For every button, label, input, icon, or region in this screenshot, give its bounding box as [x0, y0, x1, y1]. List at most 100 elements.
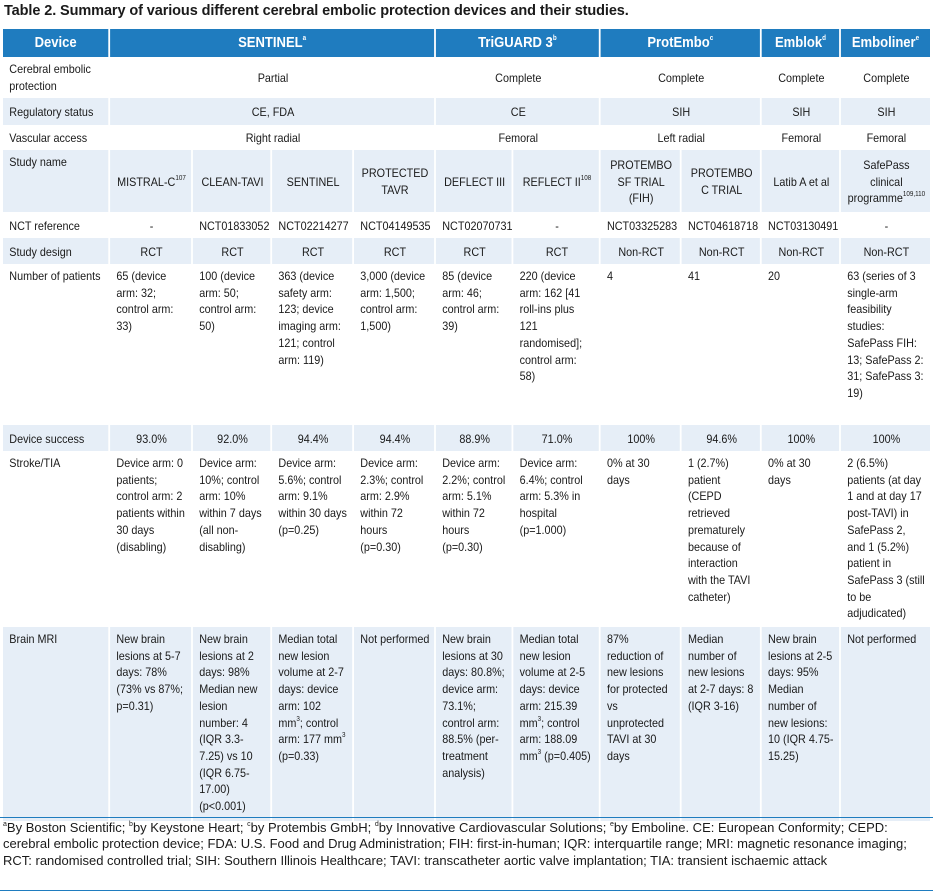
header-protembo: ProtEmboc	[599, 29, 762, 57]
table-cell: 93.0%	[109, 425, 193, 451]
table-cell: 100%	[840, 425, 931, 451]
table-cell: CLEAN-TAVI	[192, 150, 273, 212]
table-cell: 363 (device safety arm: 123; device imag…	[271, 264, 354, 425]
row-design: Study design RCT RCT RCT RCT RCT RCT Non…	[3, 238, 931, 264]
table-cell: DEFLECT III	[435, 150, 514, 212]
table-cell: Complete	[760, 57, 841, 98]
table-cell: 94.4%	[353, 425, 436, 451]
table-cell: 4	[599, 264, 682, 425]
table-cell: CE	[435, 98, 601, 125]
table-cell: Femoral	[840, 125, 931, 150]
table-cell: Partial	[109, 57, 436, 98]
table-cell: Device arm: 2.2%; control arm: 5.1% with…	[435, 451, 514, 627]
row-label: Vascular access	[3, 125, 111, 150]
table-cell: Not performed	[353, 627, 436, 821]
table-cell: RCT	[512, 238, 601, 264]
table-cell: SENTINEL	[271, 150, 354, 212]
device-summary-table: Device SENTINELa TriGUARD 3b ProtEmboc E…	[3, 29, 931, 821]
table-cell: SIH	[840, 98, 931, 125]
table-cell: NCT02070731	[435, 212, 514, 238]
table-cell: 88.9%	[435, 425, 514, 451]
table-cell: 63 (series of 3 single-arm feasibility s…	[840, 264, 931, 425]
row-nct: NCT reference - NCT01833052 NCT02214277 …	[3, 212, 931, 238]
table-header-row: Device SENTINELa TriGUARD 3b ProtEmboc E…	[3, 29, 931, 57]
table-cell: 220 (device arm: 162 [41 roll-ins plus 1…	[512, 264, 601, 425]
table-cell: 100%	[599, 425, 682, 451]
table-cell: PROTEMBO SF TRIAL (FIH)	[599, 150, 682, 212]
header-sentinel: SENTINELa	[109, 29, 436, 57]
table-cell: RCT	[192, 238, 273, 264]
table-cell: Femoral	[435, 125, 601, 150]
table-cell: REFLECT II108	[512, 150, 601, 212]
table-cell: MISTRAL-C107	[109, 150, 193, 212]
row-label: Number of patients	[3, 264, 111, 425]
row-label: Stroke/TIA	[3, 451, 111, 627]
table-cell: Right radial	[109, 125, 436, 150]
table-cell: Device arm: 6.4%; control arm: 5.3% in h…	[512, 451, 601, 627]
table-cell: 0% at 30 days	[760, 451, 841, 627]
row-stroke-tia: Stroke/TIA Device arm: 0 patients; contr…	[3, 451, 931, 627]
table-cell: Latib A et al	[760, 150, 841, 212]
table-cell: 94.6%	[680, 425, 762, 451]
table-footnote: aBy Boston Scientific; bby Keystone Hear…	[3, 820, 907, 868]
table-title: Table 2. Summary of various different ce…	[4, 3, 629, 19]
table-cell: Non-RCT	[840, 238, 931, 264]
row-label: NCT reference	[3, 212, 111, 238]
table-cell: 85 (device arm: 46; control arm: 39)	[435, 264, 514, 425]
table-cell: NCT04149535	[353, 212, 436, 238]
table-cell: RCT	[271, 238, 354, 264]
row-access: Vascular access Right radial Femoral Lef…	[3, 125, 931, 150]
table-cell: Complete	[599, 57, 762, 98]
table-cell: New brain lesions at 2-5 days: 95% Media…	[760, 627, 841, 821]
table-cell: SIH	[599, 98, 762, 125]
table-cell: New brain lesions at 30 days: 80.8%; dev…	[435, 627, 514, 821]
row-study-name: Study name MISTRAL-C107 CLEAN-TAVI SENTI…	[3, 150, 931, 212]
table-cell: 0% at 30 days	[599, 451, 682, 627]
table-cell: Device arm: 10%; control arm: 10% within…	[192, 451, 273, 627]
table-cell: 2 (6.5%) patients (at day 1 and at day 1…	[840, 451, 931, 627]
table-cell: 87% reduction of new lesions for protect…	[599, 627, 682, 821]
row-device-success: Device success 93.0% 92.0% 94.4% 94.4% 8…	[3, 425, 931, 451]
table-cell: 65 (device arm: 32; control arm: 33)	[109, 264, 193, 425]
footnote-divider	[0, 817, 933, 818]
table-cell: New brain lesions at 2 days: 98% Median …	[192, 627, 273, 821]
row-label: Study name	[3, 150, 111, 212]
table-cell: Complete	[435, 57, 601, 98]
header-emboliner: Embolinere	[840, 29, 931, 57]
table-cell: Median total new lesion volume at 2-5 da…	[512, 627, 601, 821]
table-cell: Device arm: 5.6%; control arm: 9.1% with…	[271, 451, 354, 627]
table-cell: NCT01833052	[192, 212, 273, 238]
table-cell: -	[512, 212, 601, 238]
table-cell: 94.4%	[271, 425, 354, 451]
row-label: Cerebral embolic protection	[3, 57, 111, 98]
header-triguard: TriGUARD 3b	[435, 29, 601, 57]
table-cell: Median number of new lesions at 2-7 days…	[680, 627, 762, 821]
table-cell: RCT	[109, 238, 193, 264]
table-cell: New brain lesions at 5-7 days: 78% (73% …	[109, 627, 193, 821]
table-cell: 100 (device arm: 50; control arm: 50)	[192, 264, 273, 425]
header-emblok: Emblokd	[760, 29, 841, 57]
table-cell: 71.0%	[512, 425, 601, 451]
table-cell: NCT03325283	[599, 212, 682, 238]
row-patients: Number of patients 65 (device arm: 32; c…	[3, 264, 931, 425]
table-cell: RCT	[353, 238, 436, 264]
table-cell: SIH	[760, 98, 841, 125]
row-label: Regulatory status	[3, 98, 111, 125]
table-cell: 100%	[760, 425, 841, 451]
row-brain-mri: Brain MRI New brain lesions at 5-7 days:…	[3, 627, 931, 821]
row-regulatory: Regulatory status CE, FDA CE SIH SIH SIH	[3, 98, 931, 125]
row-label: Device success	[3, 425, 111, 451]
table-cell: Median total new lesion volume at 2-7 da…	[271, 627, 354, 821]
table-cell: Not performed	[840, 627, 931, 821]
table-cell: SafePass clinical programme109,110	[840, 150, 931, 212]
table-cell: NCT02214277	[271, 212, 354, 238]
table-cell: Device arm: 2.3%; control arm: 2.9% with…	[353, 451, 436, 627]
row-label: Brain MRI	[3, 627, 111, 821]
footnote-divider-bottom	[0, 890, 933, 891]
table-cell: 92.0%	[192, 425, 273, 451]
table-cell: RCT	[435, 238, 514, 264]
table-cell: NCT03130491	[760, 212, 841, 238]
table-cell: Device arm: 0 patients; control arm: 2 p…	[109, 451, 193, 627]
table-cell: Femoral	[760, 125, 841, 150]
table-cell: Complete	[840, 57, 931, 98]
